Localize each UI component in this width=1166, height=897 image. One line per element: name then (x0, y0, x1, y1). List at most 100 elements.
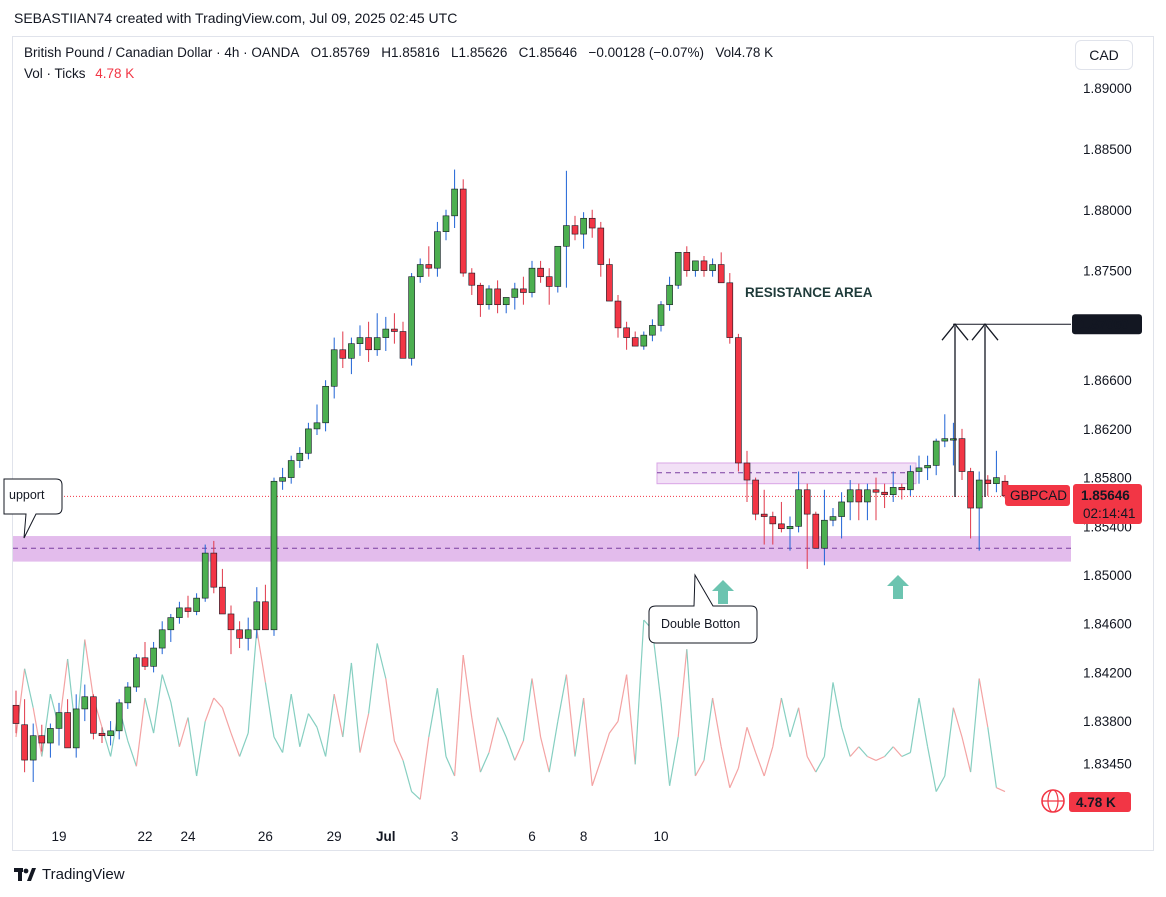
candle[interactable] (356, 325, 364, 356)
candle[interactable] (219, 568, 226, 615)
candle[interactable] (657, 301, 665, 332)
candle[interactable] (141, 641, 149, 670)
candle[interactable] (692, 260, 699, 277)
candle[interactable] (64, 699, 71, 749)
candle[interactable] (614, 294, 622, 338)
candle[interactable] (494, 280, 501, 314)
candle[interactable] (786, 516, 794, 551)
tradingview-logo[interactable]: TradingView (14, 866, 125, 883)
currency-button[interactable]: CAD (1075, 40, 1133, 70)
candle[interactable] (477, 282, 484, 317)
candle[interactable] (752, 477, 759, 521)
candle[interactable] (55, 702, 63, 746)
candle[interactable] (184, 595, 192, 618)
candle[interactable] (898, 483, 906, 500)
candle[interactable] (769, 511, 777, 545)
candle[interactable] (416, 258, 424, 283)
candle[interactable] (683, 246, 691, 277)
candle[interactable] (649, 319, 656, 342)
candle[interactable] (537, 260, 544, 283)
candle[interactable] (700, 256, 708, 277)
candle[interactable] (640, 331, 648, 350)
candle[interactable] (958, 428, 966, 481)
candle[interactable] (468, 268, 476, 295)
candle[interactable] (391, 313, 398, 344)
candle[interactable] (872, 477, 880, 521)
candle[interactable] (709, 258, 716, 277)
candle[interactable] (924, 455, 931, 481)
candle[interactable] (588, 209, 596, 238)
candle[interactable] (803, 483, 811, 569)
candle[interactable] (365, 321, 372, 362)
candle[interactable] (623, 321, 630, 350)
candle[interactable] (373, 313, 381, 356)
candle[interactable] (167, 613, 175, 642)
candle[interactable] (124, 682, 132, 709)
candle[interactable] (47, 723, 54, 758)
candle[interactable] (12, 690, 20, 734)
candle[interactable] (597, 221, 605, 277)
candle[interactable] (236, 621, 243, 649)
candle[interactable] (571, 215, 579, 241)
candle[interactable] (434, 221, 441, 277)
candle[interactable] (133, 654, 140, 692)
candle[interactable] (889, 471, 897, 502)
candle[interactable] (193, 593, 200, 616)
candle[interactable] (778, 501, 785, 533)
candle[interactable] (838, 492, 845, 539)
candle[interactable] (485, 285, 493, 310)
candle[interactable] (864, 483, 871, 521)
candle[interactable] (812, 511, 820, 549)
candle[interactable] (287, 455, 295, 484)
candle[interactable] (743, 450, 751, 502)
candle[interactable] (735, 333, 742, 472)
candle[interactable] (348, 337, 355, 375)
candle[interactable] (984, 475, 992, 496)
candle[interactable] (975, 471, 983, 551)
candle[interactable] (150, 641, 157, 673)
candle[interactable] (98, 727, 106, 744)
candle[interactable] (305, 422, 312, 460)
candle[interactable] (941, 414, 949, 448)
candle[interactable] (107, 721, 114, 746)
candle[interactable] (580, 212, 587, 249)
candle[interactable] (81, 684, 89, 722)
candle[interactable] (253, 587, 261, 639)
candle[interactable] (29, 723, 37, 782)
candle[interactable] (726, 273, 734, 344)
candle[interactable] (459, 179, 467, 277)
candle[interactable] (330, 337, 338, 399)
candle[interactable] (451, 169, 458, 229)
candle[interactable] (950, 422, 957, 466)
candle[interactable] (545, 268, 553, 305)
candle[interactable] (717, 252, 725, 284)
candle[interactable] (674, 252, 682, 289)
candle[interactable] (408, 273, 415, 366)
candle[interactable] (967, 467, 974, 539)
candle[interactable] (442, 209, 450, 241)
candle[interactable] (554, 245, 562, 293)
candle[interactable] (907, 465, 914, 496)
candle[interactable] (606, 258, 613, 302)
candle[interactable] (666, 276, 673, 311)
candle[interactable] (399, 321, 407, 359)
candle[interactable] (201, 544, 209, 602)
candle[interactable] (322, 380, 329, 432)
candle[interactable] (932, 438, 940, 476)
candle[interactable] (339, 331, 347, 369)
candle[interactable] (313, 404, 321, 435)
candle[interactable] (760, 489, 768, 545)
candle[interactable] (382, 316, 390, 351)
candle[interactable] (38, 724, 46, 752)
candle[interactable] (244, 617, 252, 651)
candle[interactable] (279, 467, 286, 490)
candle[interactable] (563, 170, 570, 288)
candle[interactable] (296, 447, 304, 468)
candle[interactable] (881, 483, 888, 509)
candle[interactable] (520, 276, 527, 305)
candle[interactable] (425, 246, 433, 277)
candle[interactable] (262, 584, 269, 631)
candle[interactable] (915, 455, 923, 484)
candle[interactable] (210, 540, 218, 594)
